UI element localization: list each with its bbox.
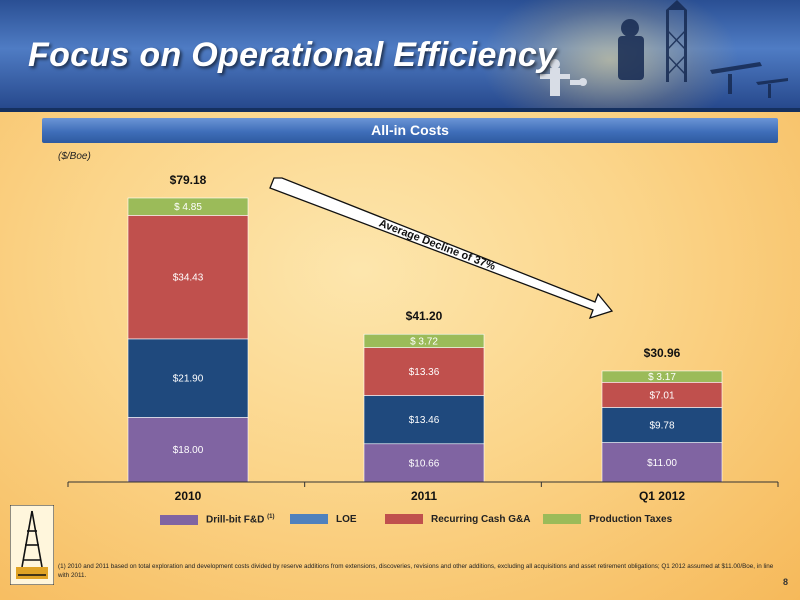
footnote: (1) 2010 and 2011 based on total explora… (58, 563, 774, 579)
legend-item-production-taxes: Production Taxes (543, 514, 672, 530)
total-label: $79.18 (170, 173, 207, 187)
legend-swatch (160, 514, 198, 525)
bar-segment (601, 382, 723, 408)
legend-swatch (385, 514, 423, 525)
legend-item-loe: LOE (290, 514, 357, 530)
data-label: $ 3.17 (648, 372, 676, 383)
data-label: $ 4.85 (174, 202, 202, 213)
header-banner: Focus on Operational Efficiency (0, 0, 800, 112)
page-number: 8 (782, 577, 788, 587)
data-label: $11.00 (647, 458, 677, 469)
chart-subtitle-banner: All-in Costs (42, 118, 778, 143)
legend-label: Production Taxes (589, 514, 673, 525)
average-decline-label: Average Decline of 37% (377, 217, 497, 273)
data-label: $13.46 (409, 415, 440, 426)
bar-segment (601, 370, 723, 383)
chart-legend: Drill-bit F&D (1) LOE Recurring Cash G&A… (160, 514, 680, 530)
bar-group: $18.00 $21.90 $34.43 $ 4.85 $79.18 $10.66 $13.… (127, 173, 723, 483)
total-label: $30.96 (644, 346, 681, 360)
header-glow (480, 0, 740, 108)
bar-segment (601, 442, 723, 483)
legend-footnote-marker: (1) (267, 514, 275, 520)
unit-label: ($/Boe) (58, 151, 91, 162)
data-label: $18.00 (173, 445, 204, 456)
decline-arrow (269, 177, 614, 320)
legend-label: LOE (336, 514, 357, 525)
bar-segment (601, 407, 723, 443)
bar-segment (127, 338, 249, 418)
data-label: $34.43 (173, 273, 204, 284)
bar-segment (363, 395, 485, 445)
legend-swatch (543, 514, 581, 525)
slide-title: Focus on Operational Efficiency (28, 36, 557, 74)
x-axis-ticks: 2010 2011 Q1 2012 (67, 482, 779, 503)
company-logo (10, 505, 54, 585)
bar-segment (363, 333, 485, 348)
data-label: $21.90 (173, 374, 204, 385)
total-label: $41.20 (406, 309, 443, 323)
oilfield-scene-illustration (540, 0, 788, 98)
data-label: $10.66 (409, 458, 440, 469)
legend-label: Recurring Cash G&A (431, 514, 531, 525)
bar-segment (127, 197, 249, 216)
data-label: $9.78 (649, 421, 674, 432)
bar-segment (127, 215, 249, 340)
x-tick-label: Q1 2012 (639, 489, 685, 503)
data-label: $7.01 (649, 390, 674, 401)
data-label: $ 3.72 (410, 336, 438, 347)
legend-swatch (290, 514, 328, 525)
data-label: $13.36 (409, 367, 440, 378)
bar-segment (363, 347, 485, 396)
x-tick-label: 2010 (175, 489, 202, 503)
legend-item-recurring-cash-ga: Recurring Cash G&A (385, 514, 530, 530)
bar-segment (127, 417, 249, 483)
x-tick-label: 2011 (411, 489, 437, 503)
legend-label: Drill-bit F&D (206, 514, 265, 526)
legend-item-drill-bit: Drill-bit F&D (1) (160, 514, 274, 530)
